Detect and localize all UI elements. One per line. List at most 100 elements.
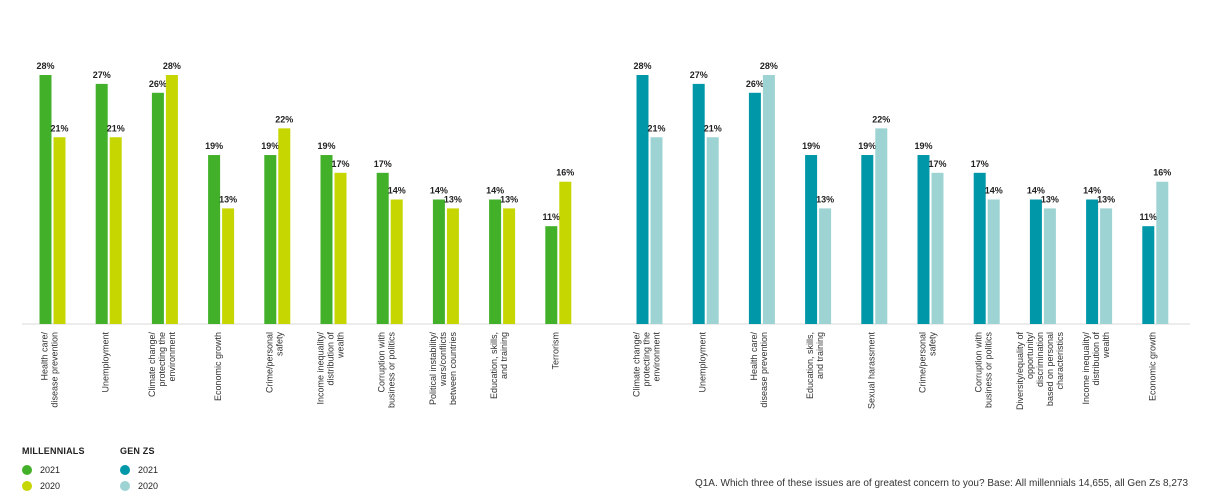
millennials-value-label-2020-5: 17% <box>331 159 349 169</box>
genz-bar-2020-8 <box>1100 208 1113 324</box>
genz-category-line: Education, skills, <box>805 332 815 399</box>
millennials-bar-2021-2 <box>151 92 164 325</box>
millennials-bar-2021-9 <box>545 226 558 324</box>
genz-category-label-3: Education, skills, and training <box>805 332 825 399</box>
genz-category-line: environment <box>652 332 662 382</box>
millennials-category-line: Climate change/ <box>147 332 157 398</box>
genz-category-line: protecting the <box>642 332 652 387</box>
genz-category-line: distribution of <box>1091 332 1101 386</box>
millennials-value-label-2020-6: 14% <box>388 186 406 196</box>
millennials-category-line: Economic growth <box>213 332 223 401</box>
legend-dot-millennials-2020 <box>22 481 32 491</box>
legend-millennials: MILLENNIALS 2021 2020 <box>22 446 85 494</box>
millennials-category-label-6: Corruption with business or politics <box>377 332 397 409</box>
genz-bar-2021-8 <box>1086 199 1099 324</box>
millennials-category-line: and training <box>499 332 509 379</box>
genz-bar-2021-2 <box>748 92 761 325</box>
genz-value-label-2020-1: 21% <box>704 123 722 133</box>
genz-category-line: Corruption with <box>974 332 984 393</box>
millennials-value-label-2021-3: 19% <box>205 141 223 151</box>
legend-label: 2021 <box>138 465 159 475</box>
millennials-bar-2020-7 <box>446 208 459 324</box>
millennials-value-label-2021-5: 19% <box>317 141 335 151</box>
genz-value-label-2020-5: 17% <box>928 159 946 169</box>
millennials-bar-2021-8 <box>489 199 502 324</box>
millennials-category-label-2: Climate change/protecting the environment <box>147 332 177 398</box>
genz-bar-2020-6 <box>987 199 1000 324</box>
genz-bar-2021-3 <box>805 155 818 324</box>
genz-category-line: and training <box>815 332 825 379</box>
millennials-bar-2021-3 <box>208 155 221 324</box>
genz-bar-2021-5 <box>917 155 930 324</box>
genz-category-label-0: Climate change/protecting the environment <box>632 332 662 398</box>
genz-category-label-2: Health care/disease prevention <box>749 332 769 408</box>
genz-bar-2020-2 <box>762 75 775 324</box>
legend-title-millennials: MILLENNIALS <box>22 446 85 456</box>
genz-value-label-2020-0: 21% <box>647 123 665 133</box>
millennials-value-label-2021-4: 19% <box>261 141 279 151</box>
genz-category-line: Health care/ <box>749 332 759 381</box>
millennials-category-line: safety <box>274 332 284 357</box>
genz-category-label-4: Sexual harassment <box>866 332 876 410</box>
millennials-bar-2021-4 <box>264 155 277 324</box>
genz-category-label-8: Income inequality/distribution of wealth <box>1081 332 1111 405</box>
genz-bar-2021-9 <box>1142 226 1155 324</box>
millennials-category-line: Income inequality/ <box>316 332 326 405</box>
genz-bar-2020-9 <box>1156 181 1169 324</box>
genz-category-line: Diversity/equality of <box>1015 332 1025 411</box>
genz-category-line: Income inequality/ <box>1081 332 1091 405</box>
millennials-value-label-2021-1: 27% <box>93 70 111 80</box>
genz-category-line: Climate change/ <box>632 332 642 398</box>
genz-category-line: Economic growth <box>1147 332 1157 401</box>
millennials-category-label-1: Unemployment <box>101 332 111 393</box>
millennials-category-label-3: Economic growth <box>213 332 223 401</box>
genz-value-label-2020-7: 13% <box>1041 194 1059 204</box>
millennials-bar-2020-1 <box>109 137 122 324</box>
millennials-value-label-2021-0: 28% <box>36 61 54 71</box>
millennials-bar-2020-0 <box>53 137 66 324</box>
millennials-value-label-2021-7: 14% <box>430 186 448 196</box>
legend-dot-genz-2021 <box>120 465 130 475</box>
legend-label: 2020 <box>138 481 159 491</box>
millennials-category-line: wealth <box>336 332 346 359</box>
footnote: Q1A. Which three of these issues are of … <box>694 478 1188 489</box>
millennials-category-label-8: Education, skills, and training <box>489 332 509 399</box>
genz-value-label-2020-2: 28% <box>760 61 778 71</box>
genz-category-label-6: Corruption with business or politics <box>974 332 994 409</box>
millennials-category-line: wars/conflicts <box>438 332 448 388</box>
genz-category-line: opportunity/ <box>1025 332 1035 380</box>
millennials-bar-2021-1 <box>95 83 108 325</box>
millennials-category-line: between countries <box>448 332 458 406</box>
millennials-value-label-2021-8: 14% <box>486 186 504 196</box>
genz-value-label-2020-8: 13% <box>1097 194 1115 204</box>
millennials-value-label-2020-9: 16% <box>556 168 574 178</box>
millennials-bar-2021-0 <box>39 75 52 324</box>
millennials-bar-2020-5 <box>334 172 347 324</box>
millennials-category-line: Terrorism <box>550 332 560 370</box>
millennials-value-label-2020-3: 13% <box>219 194 237 204</box>
millennials-value-label-2021-6: 17% <box>374 159 392 169</box>
genz-bar-2021-0 <box>636 75 649 324</box>
genz-value-label-2021-8: 14% <box>1083 186 1101 196</box>
millennials-category-line: Education, skills, <box>489 332 499 399</box>
legend-title-genz: GEN ZS <box>120 446 155 456</box>
genz-category-line: Sexual harassment <box>866 332 876 410</box>
millennials-bar-2021-6 <box>376 172 389 324</box>
legend-dot-genz-2020 <box>120 481 130 491</box>
genz-category-line: safety <box>928 332 938 357</box>
millennials-category-line: Corruption with <box>377 332 387 393</box>
millennials-value-label-2020-4: 22% <box>275 114 293 124</box>
genz-bar-2021-1 <box>692 83 705 325</box>
millennials-value-label-2020-2: 28% <box>163 61 181 71</box>
genz-category-line: based on personal <box>1045 332 1055 406</box>
genz-value-label-2020-3: 13% <box>816 194 834 204</box>
genz-bar-2020-7 <box>1043 208 1056 324</box>
genz-value-label-2020-6: 14% <box>985 186 1003 196</box>
millennials-value-label-2020-1: 21% <box>107 123 125 133</box>
genz-value-label-2021-3: 19% <box>802 141 820 151</box>
genz-bar-2021-4 <box>861 155 874 324</box>
legend-genz: GEN ZS 2021 2020 <box>120 446 158 494</box>
genz-bar-2020-5 <box>931 172 944 324</box>
genz-category-line: discrimination <box>1035 332 1045 387</box>
bar-chart: 28% 21% Health care/disease prevention 27% 2… <box>22 61 1190 411</box>
